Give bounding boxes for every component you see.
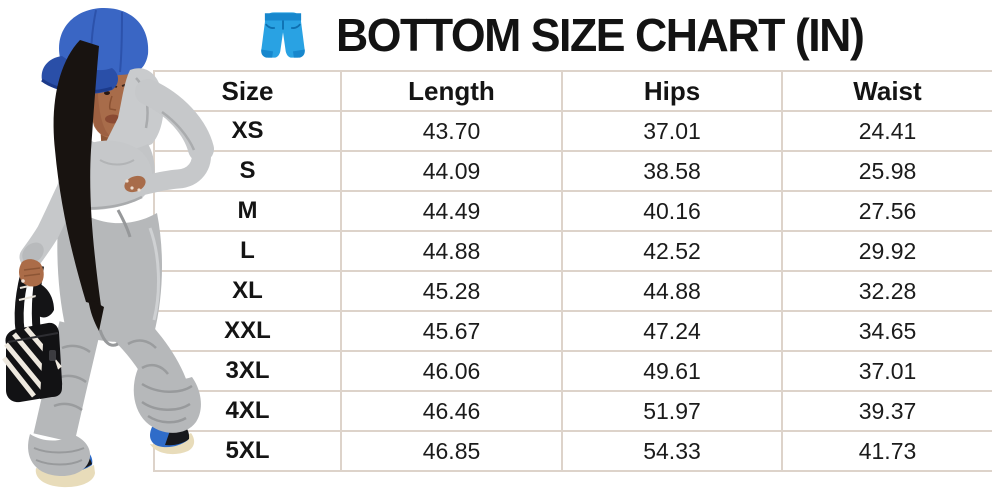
cell-hips: 51.97 bbox=[561, 390, 783, 432]
table-header-row: Size Length Hips Waist bbox=[153, 70, 992, 112]
cell-length: 44.49 bbox=[340, 190, 563, 232]
cell-size: XL bbox=[153, 270, 342, 312]
cell-waist: 37.01 bbox=[781, 350, 992, 392]
col-header-size: Size bbox=[153, 70, 342, 112]
cell-hips: 38.58 bbox=[561, 150, 783, 192]
hair-long bbox=[53, 40, 101, 306]
cell-size: 3XL bbox=[153, 350, 342, 392]
blue-cap bbox=[41, 8, 149, 95]
hoodie-torso bbox=[56, 140, 153, 237]
col-header-waist: Waist bbox=[781, 70, 992, 112]
table-row: 3XL 46.06 49.61 37.01 bbox=[153, 350, 992, 392]
cell-waist: 41.73 bbox=[781, 430, 992, 472]
cell-size: 4XL bbox=[153, 390, 342, 432]
table-row: XXL 45.67 47.24 34.65 bbox=[153, 310, 992, 352]
table-row: L 44.88 42.52 29.92 bbox=[153, 230, 992, 272]
cell-waist: 29.92 bbox=[781, 230, 992, 272]
cell-hips: 37.01 bbox=[561, 110, 783, 152]
face bbox=[89, 54, 136, 154]
cell-hips: 42.52 bbox=[561, 230, 783, 272]
cell-length: 44.09 bbox=[340, 150, 563, 192]
cell-hips: 49.61 bbox=[561, 350, 783, 392]
cell-size: L bbox=[153, 230, 342, 272]
cell-hips: 40.16 bbox=[561, 190, 783, 232]
table-row: 4XL 46.46 51.97 39.37 bbox=[153, 390, 992, 432]
table-row: XS 43.70 37.01 24.41 bbox=[153, 110, 992, 152]
col-header-hips: Hips bbox=[561, 70, 783, 112]
cell-waist: 24.41 bbox=[781, 110, 992, 152]
cell-length: 44.88 bbox=[340, 230, 563, 272]
cell-length: 45.67 bbox=[340, 310, 563, 352]
cell-length: 46.46 bbox=[340, 390, 563, 432]
hair-wisp bbox=[88, 298, 104, 331]
cell-size: 5XL bbox=[153, 430, 342, 472]
cell-length: 46.06 bbox=[340, 350, 563, 392]
cell-waist: 34.65 bbox=[781, 310, 992, 352]
cell-waist: 25.98 bbox=[781, 150, 992, 192]
size-table: Size Length Hips Waist XS 43.70 37.01 24… bbox=[153, 70, 992, 472]
hair bbox=[122, 52, 142, 102]
cell-size: XS bbox=[153, 110, 342, 152]
table-row: 5XL 46.85 54.33 41.73 bbox=[153, 430, 992, 472]
cell-length: 43.70 bbox=[340, 110, 563, 152]
cell-hips: 47.24 bbox=[561, 310, 783, 352]
cell-hips: 44.88 bbox=[561, 270, 783, 312]
cell-size: S bbox=[153, 150, 342, 192]
col-header-length: Length bbox=[340, 70, 563, 112]
cell-size: XXL bbox=[153, 310, 342, 352]
hoodie-hood bbox=[84, 68, 164, 188]
table-row: S 44.09 38.58 25.98 bbox=[153, 150, 992, 192]
table-row: XL 45.28 44.88 32.28 bbox=[153, 270, 992, 312]
cell-length: 46.85 bbox=[340, 430, 563, 472]
cell-hips: 54.33 bbox=[561, 430, 783, 472]
handbag bbox=[2, 259, 63, 403]
cell-waist: 39.37 bbox=[781, 390, 992, 432]
table-row: M 44.49 40.16 27.56 bbox=[153, 190, 992, 232]
cell-waist: 27.56 bbox=[781, 190, 992, 232]
cell-waist: 32.28 bbox=[781, 270, 992, 312]
blue-pants-icon bbox=[261, 12, 305, 58]
cell-size: M bbox=[153, 190, 342, 232]
title-bar: BOTTOM SIZE CHART (IN) bbox=[254, 4, 880, 66]
page-title: BOTTOM SIZE CHART (IN) bbox=[336, 9, 865, 61]
cell-length: 45.28 bbox=[340, 270, 563, 312]
